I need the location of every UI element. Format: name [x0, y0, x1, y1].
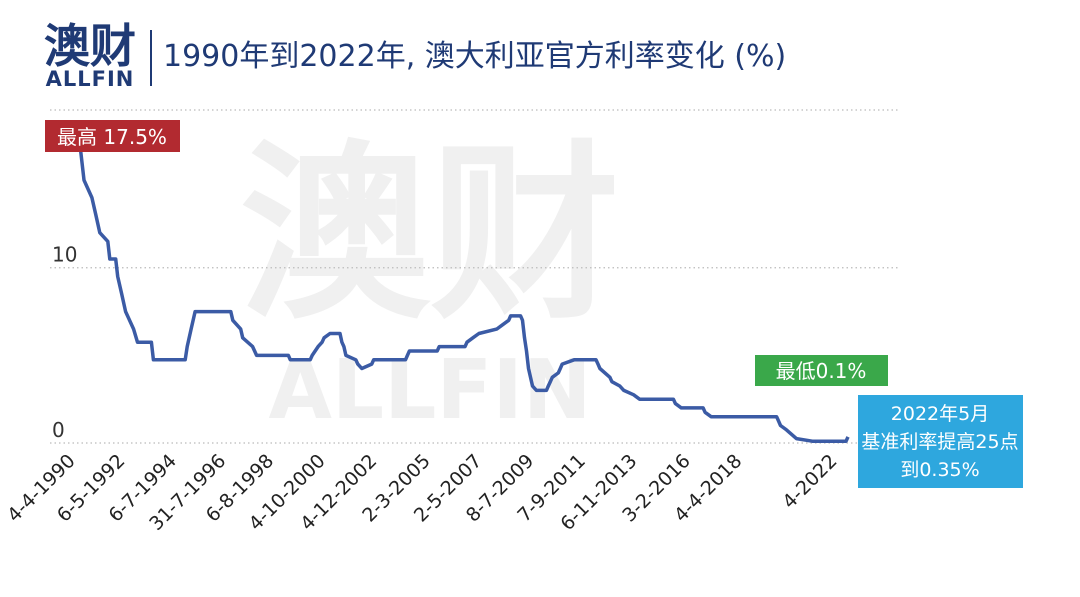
- logo-name: 澳财: [44, 19, 136, 73]
- y-tick-label: 10: [52, 243, 77, 267]
- latest-label: 2022年5月: [891, 403, 989, 425]
- high-label: 最高 17.5%: [57, 125, 167, 149]
- latest-label: 到0.35%: [900, 459, 979, 481]
- low-box: [755, 355, 888, 386]
- x-tick-label: 4-2022: [778, 450, 841, 513]
- line-series: [76, 135, 850, 443]
- latest-label: 基准利率提高25点: [861, 431, 1018, 453]
- latest-box: [858, 395, 1023, 488]
- logo-brand: ALLFIN: [46, 67, 135, 91]
- chart-title: 1990年到2022年, 澳大利亚官方利率变化 (%): [163, 39, 786, 74]
- watermark-name: 澳财: [240, 124, 620, 345]
- high-box: [45, 120, 180, 152]
- y-tick-label: 0: [52, 418, 65, 442]
- low-label: 最低0.1%: [776, 359, 867, 383]
